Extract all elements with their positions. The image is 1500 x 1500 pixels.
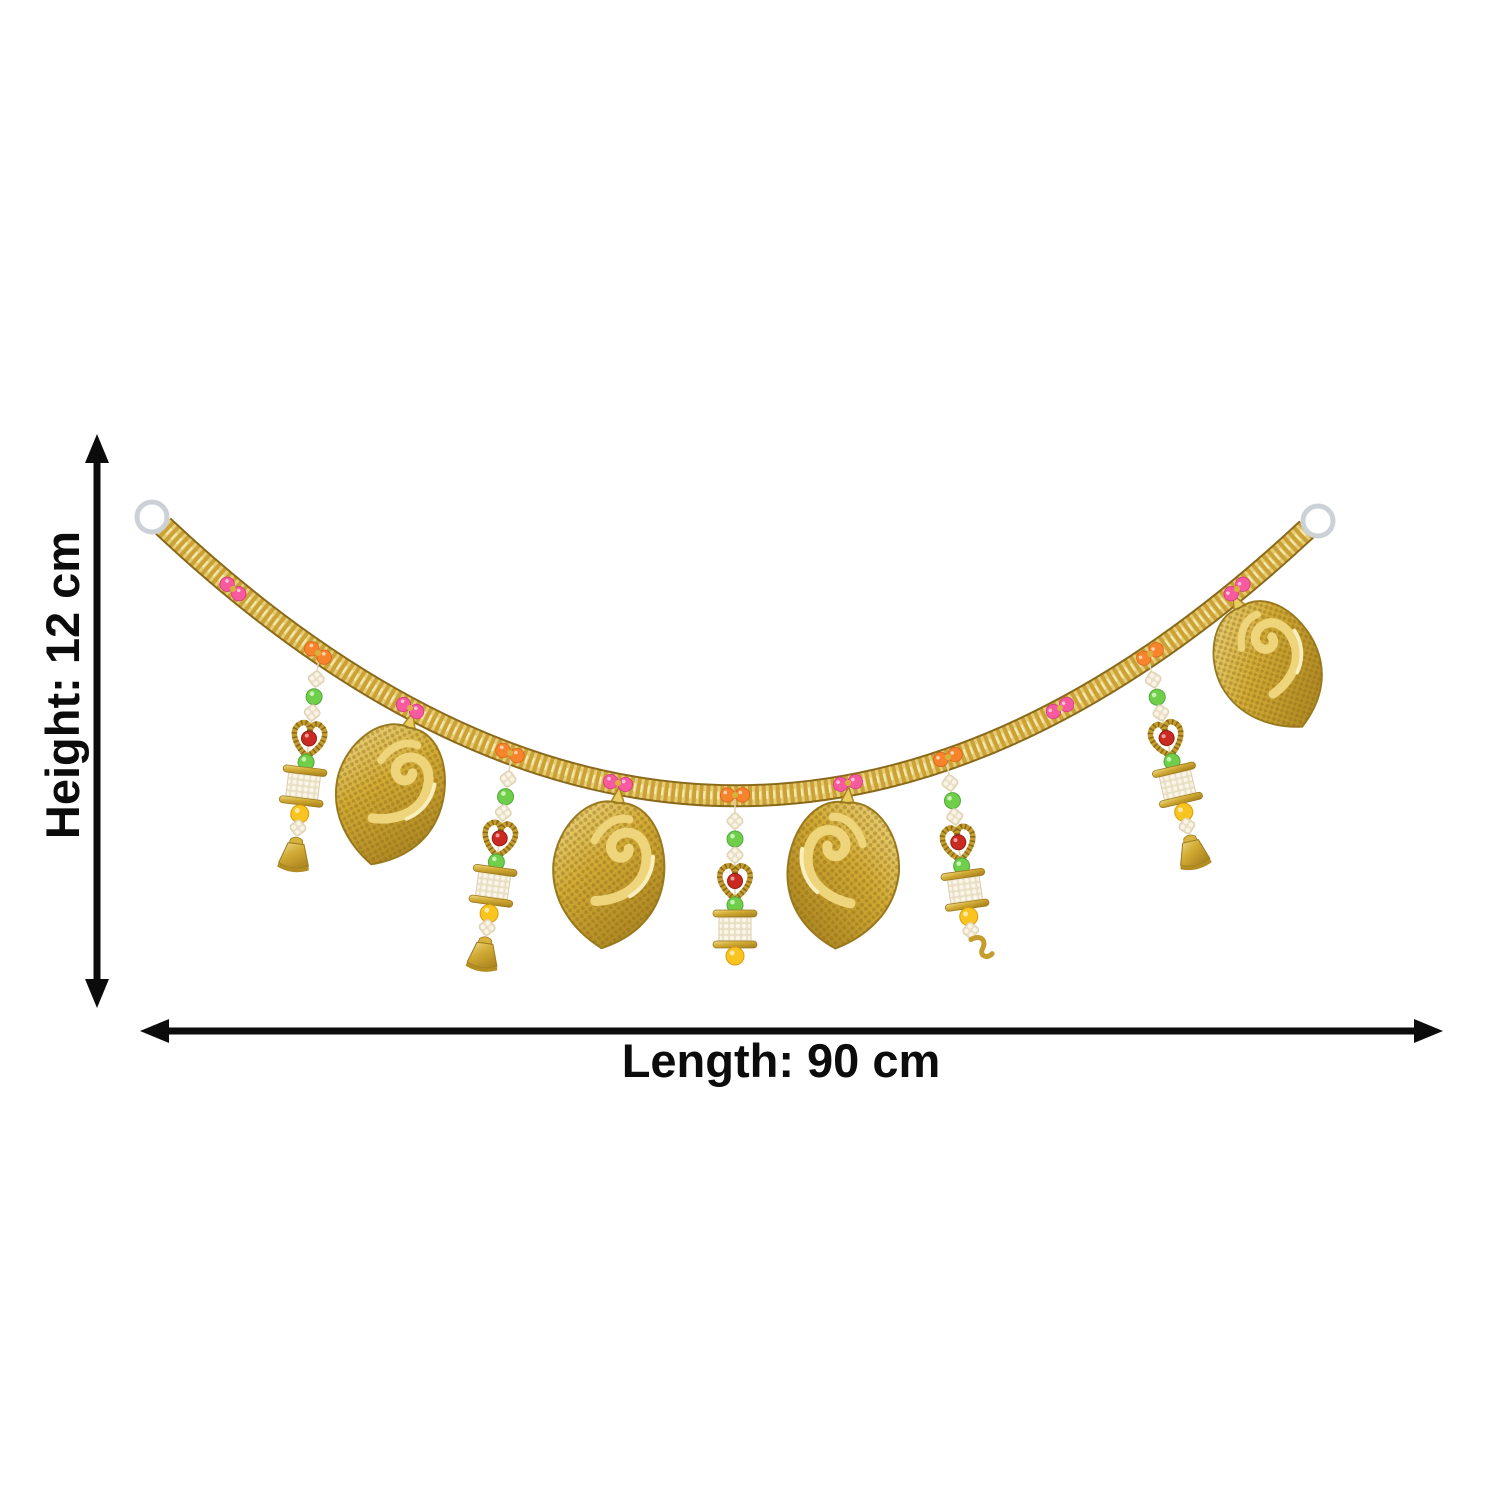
bead-tassel-short [713, 799, 757, 965]
bead-tassel-with-hook [925, 758, 996, 961]
length-dimension-label: Length: 90 cm [621, 1034, 941, 1087]
arrowhead-right [1414, 1019, 1443, 1043]
gold-leaf-pendant [544, 780, 674, 954]
bead-tassel-with-bell [1127, 653, 1219, 874]
height-dimension-arrow [85, 434, 109, 1008]
arrowhead-left [140, 1019, 169, 1043]
arrowhead-down [85, 979, 109, 1008]
length-dimension-arrow [140, 1019, 1443, 1043]
hanging-ring-left [134, 499, 170, 535]
height-dimension-label: Height: 12 cm [36, 530, 89, 840]
gold-leaf-pendant [782, 783, 904, 952]
garland [134, 499, 1346, 975]
hanging-ring-right [1300, 503, 1336, 539]
bead-tassel-with-bell [459, 754, 533, 975]
bead-tassel-with-bell [271, 654, 341, 874]
garland-chain [155, 517, 1315, 808]
arrowhead-up [85, 434, 109, 463]
